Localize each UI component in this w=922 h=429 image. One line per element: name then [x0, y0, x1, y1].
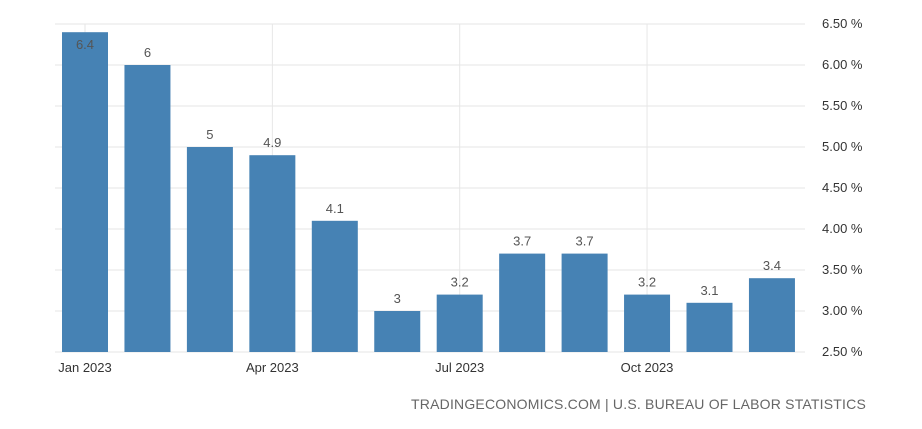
data-label: 3.2: [451, 275, 469, 290]
x-tick-label: Jan 2023: [58, 360, 112, 375]
y-tick-label: 3.00 %: [822, 303, 863, 318]
data-label: 4.9: [263, 135, 281, 150]
y-tick-label: 5.50 %: [822, 98, 863, 113]
bar-jan-2023: [62, 32, 108, 352]
x-tick-label: Jul 2023: [435, 360, 484, 375]
y-axis: 2.50 % 3.00 % 3.50 % 4.00 % 4.50 % 5.00 % 5.50…: [822, 16, 863, 359]
bar-sep-2023: [561, 253, 608, 352]
bar-dec-2023: [748, 278, 795, 352]
data-label: 3.2: [638, 275, 656, 290]
x-tick-label: Apr 2023: [246, 360, 299, 375]
source-credit: TRADINGECONOMICS.COM | U.S. BUREAU OF LA…: [411, 396, 866, 412]
data-label: 3.1: [700, 283, 718, 298]
bar-may-2023: [311, 220, 358, 352]
data-label: 4.1: [326, 201, 344, 216]
x-axis: Jan 2023 Apr 2023 Jul 2023 Oct 2023: [58, 360, 673, 375]
y-tick-label: 4.50 %: [822, 180, 863, 195]
data-label: 5: [206, 127, 213, 142]
y-tick-label: 4.00 %: [822, 221, 863, 236]
bar-feb-2023: [124, 65, 171, 352]
bar-jun-2023: [374, 311, 421, 352]
y-tick-label: 3.50 %: [822, 262, 863, 277]
y-tick-label: 2.50 %: [822, 344, 863, 359]
data-label: 6: [144, 45, 151, 60]
data-label: 3.7: [513, 234, 531, 249]
bar-apr-2023: [249, 155, 296, 352]
bar-aug-2023: [499, 253, 546, 352]
data-label: 3.4: [763, 258, 781, 273]
bar-series: [62, 32, 795, 352]
y-tick-label: 6.00 %: [822, 57, 863, 72]
data-label: 6.4: [76, 37, 94, 52]
data-label: 3.7: [576, 234, 594, 249]
data-labels: 6.4 6 5 4.9 4.1 3 3.2 3.7 3.7 3.2 3.1 3.4: [76, 37, 781, 306]
bar-chart: 6.4 6 5 4.9 4.1 3 3.2 3.7 3.7 3.2 3.1 3.4 Jan 2023 A…: [55, 16, 863, 375]
x-tick-label: Oct 2023: [621, 360, 674, 375]
bar-mar-2023: [186, 147, 233, 352]
y-tick-label: 6.50 %: [822, 16, 863, 31]
bar-nov-2023: [686, 302, 733, 352]
bar-oct-2023: [624, 294, 671, 352]
bar-jul-2023: [436, 294, 483, 352]
y-tick-label: 5.00 %: [822, 139, 863, 154]
data-label: 3: [394, 291, 401, 306]
